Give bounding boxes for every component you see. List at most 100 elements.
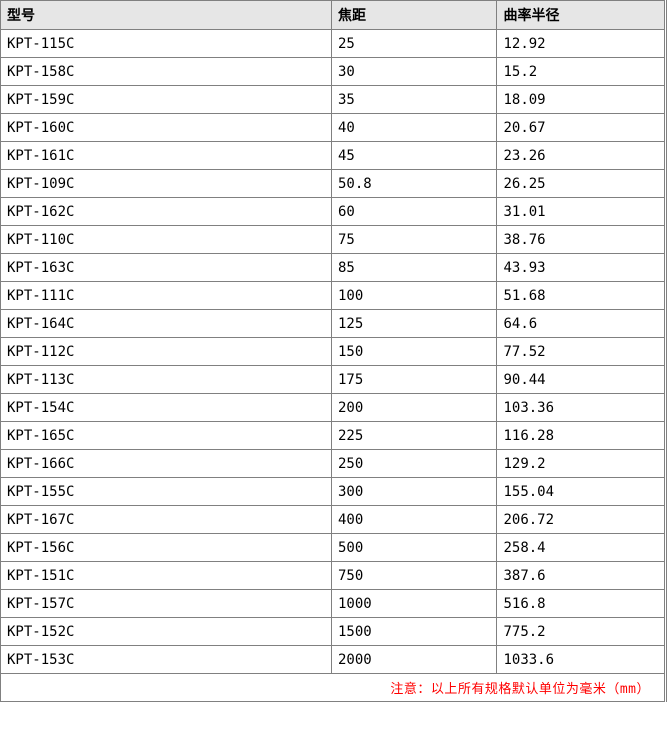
table-cell: KPT-115C bbox=[1, 30, 332, 58]
table-cell: 31.01 bbox=[497, 198, 666, 226]
table-cell: 116.28 bbox=[497, 422, 666, 450]
table-cell: 155.04 bbox=[497, 478, 666, 506]
table-row: KPT-155C300155.04 bbox=[1, 478, 666, 506]
table-cell: KPT-164C bbox=[1, 310, 332, 338]
table-row: KPT-161C4523.26 bbox=[1, 142, 666, 170]
table-cell: 23.26 bbox=[497, 142, 666, 170]
table-row: KPT-112C15077.52 bbox=[1, 338, 666, 366]
table-cell: 85 bbox=[331, 254, 496, 282]
table-cell: KPT-165C bbox=[1, 422, 332, 450]
table-row: KPT-163C8543.93 bbox=[1, 254, 666, 282]
table-cell: 75 bbox=[331, 226, 496, 254]
table-cell: KPT-110C bbox=[1, 226, 332, 254]
table-cell: 500 bbox=[331, 534, 496, 562]
table-cell: 225 bbox=[331, 422, 496, 450]
table-cell: 125 bbox=[331, 310, 496, 338]
table-cell: 150 bbox=[331, 338, 496, 366]
table-row: KPT-110C7538.76 bbox=[1, 226, 666, 254]
table-row: KPT-166C250129.2 bbox=[1, 450, 666, 478]
table-cell: 38.76 bbox=[497, 226, 666, 254]
col-focal: 焦距 bbox=[331, 1, 496, 30]
table-cell: 35 bbox=[331, 86, 496, 114]
table-cell: KPT-152C bbox=[1, 618, 332, 646]
table-cell: 43.93 bbox=[497, 254, 666, 282]
table-cell: 103.36 bbox=[497, 394, 666, 422]
table-row: KPT-162C6031.01 bbox=[1, 198, 666, 226]
table-cell: 51.68 bbox=[497, 282, 666, 310]
table-cell: 1000 bbox=[331, 590, 496, 618]
table-cell: 60 bbox=[331, 198, 496, 226]
table-cell: 77.52 bbox=[497, 338, 666, 366]
table-cell: 26.25 bbox=[497, 170, 666, 198]
table-cell: 175 bbox=[331, 366, 496, 394]
table-row: KPT-153C20001033.6 bbox=[1, 646, 666, 674]
table-cell: KPT-158C bbox=[1, 58, 332, 86]
table-cell: KPT-109C bbox=[1, 170, 332, 198]
table-cell: 258.4 bbox=[497, 534, 666, 562]
table-cell: KPT-161C bbox=[1, 142, 332, 170]
table-cell: 775.2 bbox=[497, 618, 666, 646]
table-cell: 200 bbox=[331, 394, 496, 422]
table-row: KPT-159C3518.09 bbox=[1, 86, 666, 114]
table-cell: 18.09 bbox=[497, 86, 666, 114]
table-cell: 12.92 bbox=[497, 30, 666, 58]
table-row: KPT-154C200103.36 bbox=[1, 394, 666, 422]
table-row: KPT-160C4020.67 bbox=[1, 114, 666, 142]
table-cell: KPT-155C bbox=[1, 478, 332, 506]
table-cell: KPT-113C bbox=[1, 366, 332, 394]
table-row: KPT-113C17590.44 bbox=[1, 366, 666, 394]
table-cell: 1033.6 bbox=[497, 646, 666, 674]
table-cell: 25 bbox=[331, 30, 496, 58]
table-cell: KPT-159C bbox=[1, 86, 332, 114]
table-cell: 15.2 bbox=[497, 58, 666, 86]
table-row: KPT-165C225116.28 bbox=[1, 422, 666, 450]
specs-table: 型号 焦距 曲率半径 KPT-115C2512.92KPT-158C3015.2… bbox=[0, 0, 667, 702]
table-row: KPT-109C50.826.25 bbox=[1, 170, 666, 198]
table-cell: 387.6 bbox=[497, 562, 666, 590]
table-body: KPT-115C2512.92KPT-158C3015.2KPT-159C351… bbox=[1, 30, 666, 674]
table-row: KPT-152C1500775.2 bbox=[1, 618, 666, 646]
table-row: KPT-111C10051.68 bbox=[1, 282, 666, 310]
table-cell: KPT-112C bbox=[1, 338, 332, 366]
table-cell: 30 bbox=[331, 58, 496, 86]
table-note-row: 注意：以上所有规格默认单位为毫米（mm） bbox=[1, 674, 666, 702]
table-cell: 100 bbox=[331, 282, 496, 310]
table-cell: 45 bbox=[331, 142, 496, 170]
table-cell: 50.8 bbox=[331, 170, 496, 198]
table-row: KPT-151C750387.6 bbox=[1, 562, 666, 590]
table-note: 注意：以上所有规格默认单位为毫米（mm） bbox=[1, 674, 666, 702]
table-cell: KPT-162C bbox=[1, 198, 332, 226]
table-cell: 750 bbox=[331, 562, 496, 590]
table-row: KPT-156C500258.4 bbox=[1, 534, 666, 562]
table-cell: 1500 bbox=[331, 618, 496, 646]
table-cell: KPT-111C bbox=[1, 282, 332, 310]
table-cell: KPT-156C bbox=[1, 534, 332, 562]
table-cell: KPT-160C bbox=[1, 114, 332, 142]
col-model: 型号 bbox=[1, 1, 332, 30]
col-radius: 曲率半径 bbox=[497, 1, 666, 30]
table-cell: 2000 bbox=[331, 646, 496, 674]
table-cell: KPT-166C bbox=[1, 450, 332, 478]
table-row: KPT-157C1000516.8 bbox=[1, 590, 666, 618]
table-row: KPT-167C400206.72 bbox=[1, 506, 666, 534]
table-row: KPT-115C2512.92 bbox=[1, 30, 666, 58]
table-row: KPT-158C3015.2 bbox=[1, 58, 666, 86]
table-cell: 20.67 bbox=[497, 114, 666, 142]
table-header-row: 型号 焦距 曲率半径 bbox=[1, 1, 666, 30]
table-container: 型号 焦距 曲率半径 KPT-115C2512.92KPT-158C3015.2… bbox=[0, 0, 667, 702]
table-cell: KPT-167C bbox=[1, 506, 332, 534]
table-cell: KPT-157C bbox=[1, 590, 332, 618]
table-cell: 64.6 bbox=[497, 310, 666, 338]
table-cell: 516.8 bbox=[497, 590, 666, 618]
table-cell: KPT-151C bbox=[1, 562, 332, 590]
table-cell: 250 bbox=[331, 450, 496, 478]
table-cell: 129.2 bbox=[497, 450, 666, 478]
table-cell: 90.44 bbox=[497, 366, 666, 394]
table-cell: 40 bbox=[331, 114, 496, 142]
table-cell: 206.72 bbox=[497, 506, 666, 534]
table-cell: 400 bbox=[331, 506, 496, 534]
table-cell: KPT-154C bbox=[1, 394, 332, 422]
table-row: KPT-164C12564.6 bbox=[1, 310, 666, 338]
table-cell: KPT-153C bbox=[1, 646, 332, 674]
table-cell: 300 bbox=[331, 478, 496, 506]
